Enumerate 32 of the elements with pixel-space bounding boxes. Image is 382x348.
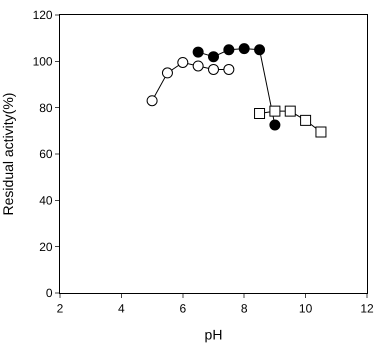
point	[146, 95, 158, 106]
y-tick-label: 100	[32, 54, 53, 69]
point	[238, 43, 250, 54]
y-tick-label: 20	[39, 240, 53, 254]
point	[284, 106, 296, 117]
point	[223, 64, 234, 75]
point	[315, 126, 326, 138]
point	[177, 56, 188, 68]
y-tick-label: 0	[46, 286, 53, 300]
y-axis-title: Residual activity(%)	[0, 92, 16, 216]
point	[192, 46, 204, 58]
point	[300, 114, 312, 126]
point	[208, 64, 219, 75]
point	[254, 108, 266, 119]
y-tick-label: 120	[32, 8, 53, 22]
y-tick-label: 40	[39, 194, 53, 208]
point	[208, 51, 219, 62]
x-tick-label: 4	[118, 301, 126, 316]
x-tick-label: 12	[360, 301, 374, 316]
point	[269, 120, 280, 131]
x-tick-label: 6	[179, 301, 186, 316]
x-tick-label: 10	[298, 301, 313, 316]
point	[162, 67, 173, 78]
point	[223, 44, 234, 56]
x-tick-label: 2	[56, 301, 64, 316]
point	[254, 44, 266, 56]
point	[269, 106, 280, 117]
y-tick-label: 60	[39, 147, 53, 162]
point	[192, 60, 204, 72]
x-tick-label: 8	[240, 301, 248, 316]
y-tick-label: 80	[39, 100, 53, 115]
x-axis-title: pH	[204, 326, 222, 343]
